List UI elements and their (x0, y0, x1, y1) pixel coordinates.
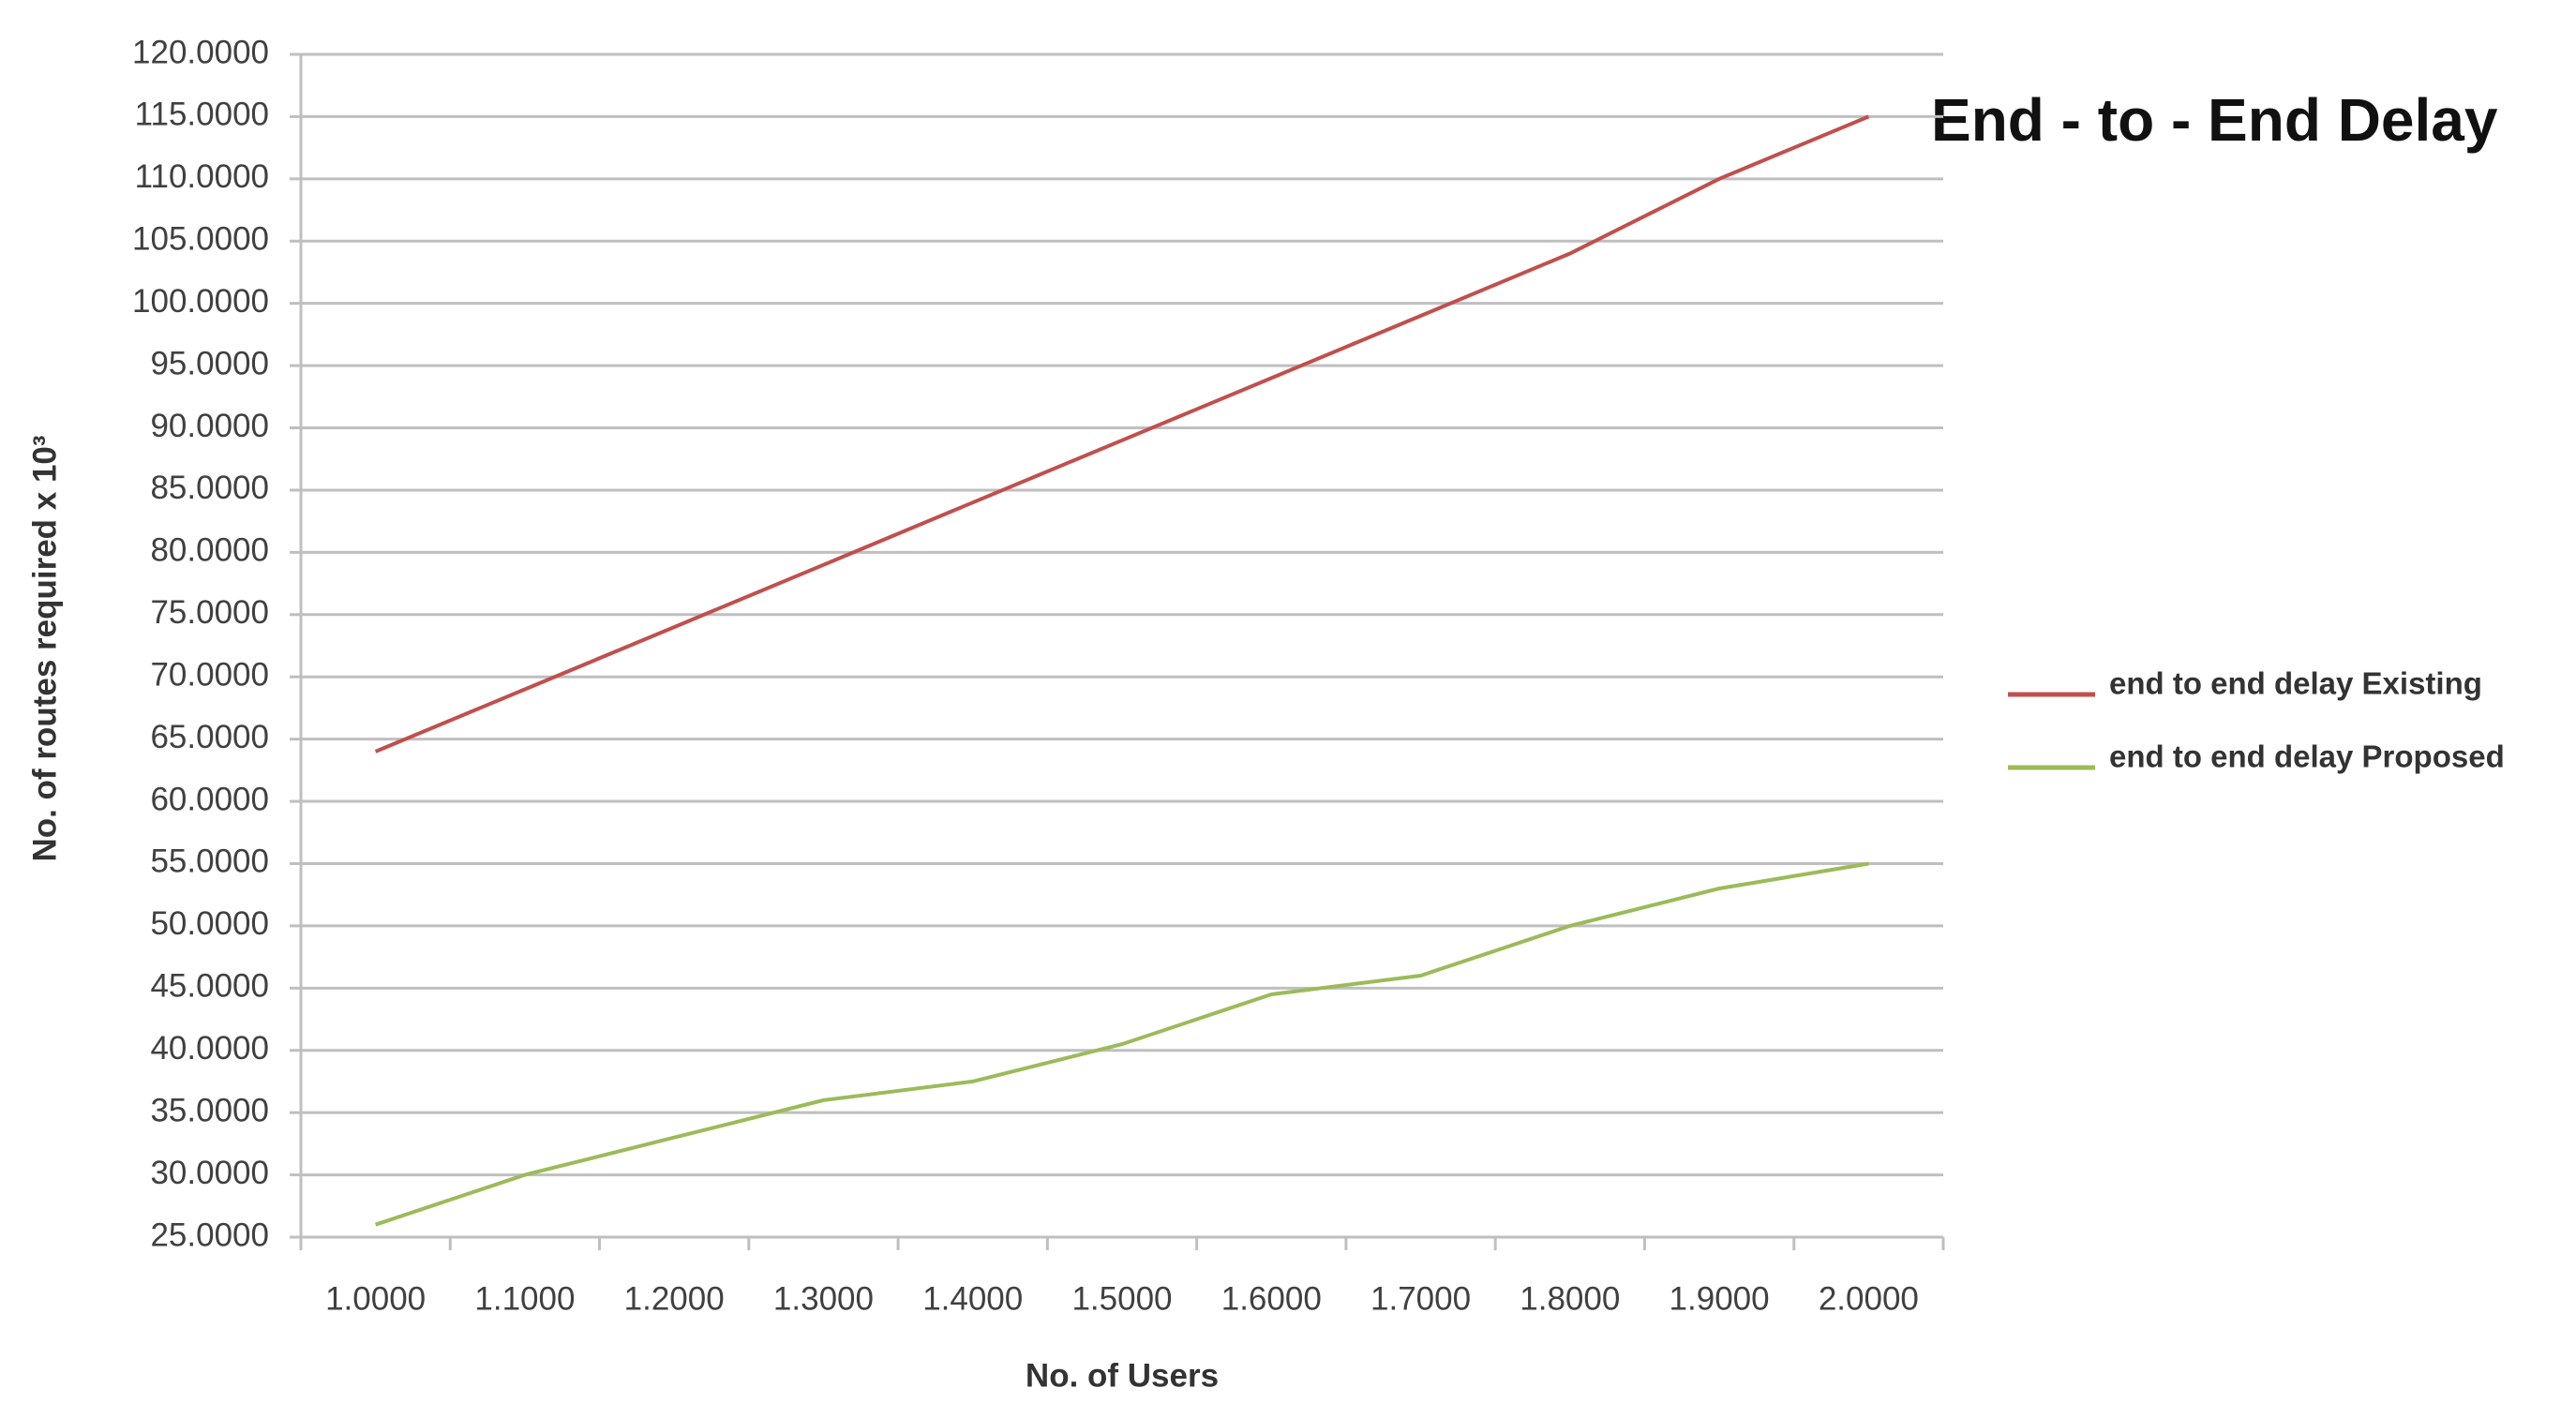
x-tick-label: 2.0000 (1819, 1280, 1919, 1317)
x-tick-label: 1.7000 (1370, 1280, 1471, 1317)
x-tick-label: 1.9000 (1670, 1280, 1770, 1317)
y-axis-title: No. of routes required x 10³ (26, 435, 63, 861)
y-tick-label: 50.0000 (150, 905, 269, 942)
legend-label: end to end delay Proposed (2109, 739, 2505, 774)
y-tick-label: 25.0000 (150, 1216, 269, 1253)
y-tick-label: 35.0000 (150, 1092, 269, 1128)
x-axis-title: No. of Users (1026, 1357, 1219, 1394)
y-tick-label: 40.0000 (150, 1030, 269, 1067)
y-tick-label: 60.0000 (150, 781, 269, 817)
y-tick-label: 105.0000 (132, 221, 269, 258)
x-tick-label: 1.4000 (922, 1280, 1023, 1317)
y-tick-label: 65.0000 (150, 719, 269, 755)
y-tick-label: 70.0000 (150, 656, 269, 693)
y-tick-label: 85.0000 (150, 470, 269, 506)
legend-label: end to end delay Existing (2109, 666, 2482, 701)
y-tick-label: 80.0000 (150, 532, 269, 569)
x-tick-label: 1.3000 (773, 1280, 874, 1317)
y-tick-label: 45.0000 (150, 968, 269, 1005)
chart-title: End - to - End Delay (1931, 86, 2498, 154)
x-tick-label: 1.6000 (1221, 1280, 1322, 1317)
series-line (374, 861, 1869, 1227)
x-tick-label: 1.1000 (474, 1280, 575, 1317)
series-line (374, 114, 1870, 754)
x-tick-label: 1.5000 (1071, 1280, 1172, 1317)
x-tick-label: 1.2000 (624, 1280, 725, 1317)
y-tick-label: 95.0000 (150, 345, 269, 381)
y-tick-label: 110.0000 (135, 158, 269, 195)
y-tick-label: 115.0000 (135, 97, 269, 133)
x-tick-label: 1.0000 (325, 1280, 426, 1317)
x-tick-label: 1.8000 (1520, 1280, 1620, 1317)
y-tick-label: 90.0000 (150, 408, 269, 444)
y-tick-label: 120.0000 (132, 34, 269, 70)
y-tick-label: 30.0000 (150, 1155, 269, 1191)
y-tick-label: 75.0000 (150, 594, 269, 631)
y-tick-label: 55.0000 (150, 843, 269, 880)
y-tick-label: 100.0000 (132, 283, 269, 320)
